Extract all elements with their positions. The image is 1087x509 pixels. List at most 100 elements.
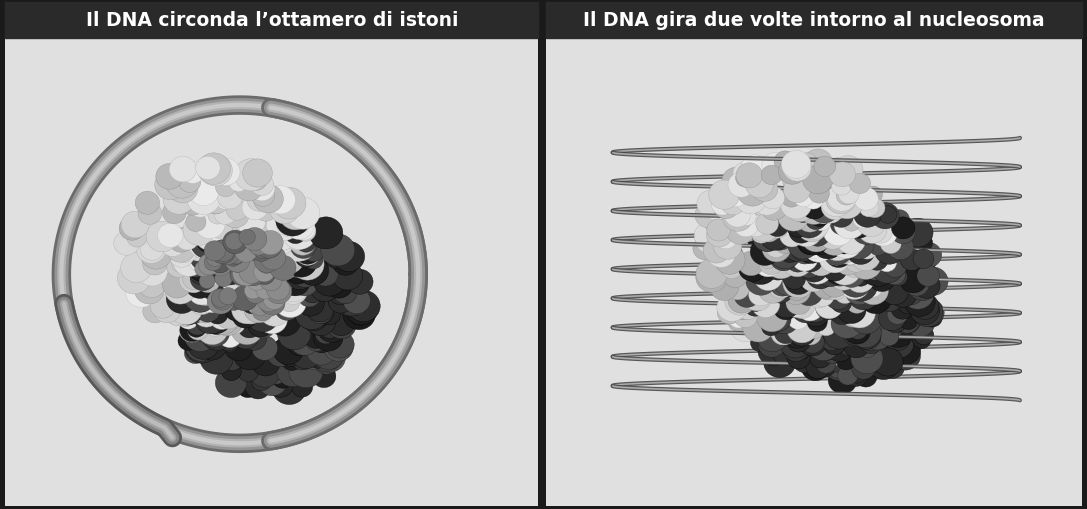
Circle shape (859, 199, 879, 217)
Circle shape (919, 268, 948, 296)
Circle shape (858, 201, 882, 223)
Circle shape (214, 241, 248, 272)
Circle shape (758, 313, 787, 341)
Circle shape (232, 230, 253, 251)
Circle shape (863, 324, 891, 350)
Circle shape (224, 250, 255, 280)
Circle shape (117, 263, 151, 294)
Circle shape (846, 321, 873, 346)
Circle shape (822, 233, 852, 261)
Circle shape (762, 291, 784, 310)
Circle shape (857, 210, 886, 237)
Circle shape (214, 246, 242, 272)
Circle shape (721, 193, 745, 215)
Circle shape (716, 293, 747, 322)
Circle shape (858, 216, 887, 244)
Circle shape (214, 270, 233, 287)
Circle shape (246, 285, 265, 304)
Circle shape (696, 227, 725, 254)
Circle shape (121, 212, 149, 238)
Circle shape (746, 316, 770, 338)
Circle shape (807, 254, 832, 278)
Circle shape (824, 159, 852, 185)
Circle shape (287, 203, 314, 229)
Circle shape (189, 241, 222, 271)
Circle shape (805, 355, 830, 379)
Circle shape (204, 190, 229, 214)
Circle shape (741, 186, 760, 204)
Circle shape (265, 186, 296, 215)
Circle shape (869, 239, 887, 256)
Circle shape (841, 192, 864, 213)
Circle shape (772, 337, 802, 365)
Circle shape (202, 280, 225, 301)
Circle shape (199, 231, 226, 257)
Circle shape (815, 292, 844, 319)
Circle shape (247, 245, 268, 266)
Circle shape (813, 270, 827, 284)
Circle shape (193, 303, 220, 327)
Circle shape (777, 278, 798, 298)
Circle shape (252, 243, 272, 262)
Circle shape (849, 287, 872, 308)
Circle shape (186, 191, 214, 218)
Circle shape (211, 290, 230, 308)
Circle shape (822, 273, 850, 300)
Circle shape (794, 221, 817, 243)
Circle shape (162, 271, 191, 298)
Circle shape (213, 228, 241, 255)
Circle shape (249, 313, 276, 338)
Circle shape (878, 314, 904, 339)
Circle shape (226, 246, 246, 265)
Circle shape (188, 280, 215, 305)
Circle shape (836, 186, 857, 206)
Circle shape (829, 265, 858, 291)
Circle shape (824, 320, 854, 349)
Circle shape (755, 282, 783, 307)
Circle shape (348, 300, 374, 326)
Circle shape (757, 327, 778, 348)
Circle shape (258, 258, 275, 274)
Circle shape (254, 265, 275, 285)
Circle shape (800, 267, 826, 292)
Circle shape (851, 243, 880, 271)
Circle shape (839, 247, 860, 266)
Circle shape (823, 259, 849, 283)
Circle shape (878, 290, 902, 312)
Circle shape (257, 264, 280, 287)
Circle shape (226, 250, 246, 268)
Circle shape (260, 291, 285, 316)
Circle shape (313, 266, 346, 297)
Circle shape (189, 220, 212, 242)
Circle shape (815, 274, 835, 292)
Circle shape (844, 334, 870, 358)
Circle shape (247, 172, 266, 191)
Circle shape (724, 254, 745, 274)
Circle shape (276, 272, 296, 290)
Circle shape (247, 272, 266, 291)
Circle shape (180, 319, 204, 342)
Circle shape (792, 259, 819, 284)
Circle shape (782, 189, 801, 208)
Circle shape (719, 279, 745, 304)
Circle shape (884, 298, 904, 317)
Circle shape (798, 270, 819, 291)
Circle shape (851, 344, 883, 374)
Circle shape (246, 301, 279, 332)
Circle shape (241, 269, 273, 299)
Circle shape (209, 305, 235, 330)
Circle shape (801, 331, 824, 354)
Circle shape (910, 297, 940, 325)
Circle shape (712, 257, 742, 286)
Circle shape (720, 263, 738, 280)
Circle shape (696, 263, 727, 293)
Circle shape (248, 236, 270, 256)
Circle shape (770, 310, 794, 333)
Circle shape (779, 339, 808, 365)
Circle shape (807, 264, 834, 290)
Circle shape (295, 298, 328, 330)
Circle shape (828, 205, 853, 228)
Circle shape (834, 206, 864, 235)
Circle shape (790, 236, 819, 262)
Circle shape (163, 202, 186, 224)
